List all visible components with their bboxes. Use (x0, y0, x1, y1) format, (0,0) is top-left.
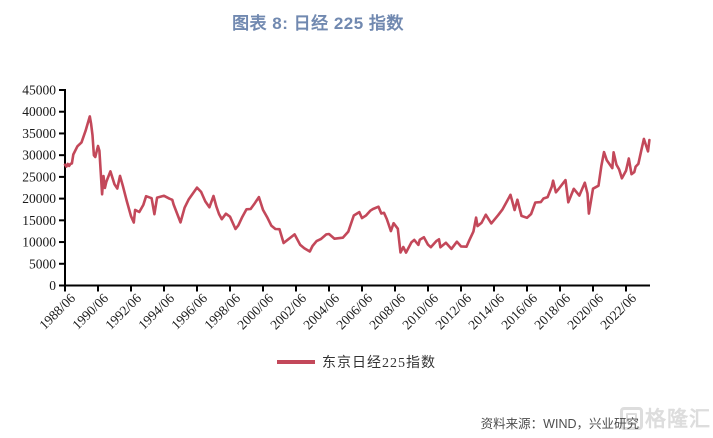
y-tick-label: 20000 (22, 191, 56, 206)
x-tick-label: 1994/06 (135, 290, 177, 332)
x-tick-label: 2014/06 (465, 290, 507, 332)
y-tick-label: 25000 (22, 169, 56, 184)
x-tick-label: 2000/06 (234, 290, 276, 332)
y-tick-label: 35000 (22, 126, 56, 141)
chart-title: 图表 8: 日经 225 指数 (232, 14, 404, 33)
y-axis: 0 5000 10000 15000 20000 25000 30000 35000 40000… (22, 83, 66, 293)
y-tick-label: 10000 (22, 235, 56, 250)
y-tick-label: 40000 (22, 104, 56, 119)
legend: 东京日经225指数 (0, 352, 713, 372)
y-tick-label: 30000 (22, 148, 56, 163)
x-tick-label: 2010/06 (399, 290, 441, 332)
nikkei-line-series (63, 115, 651, 254)
watermark: 格隆汇 (620, 403, 711, 433)
x-tick-label: 2022/06 (597, 290, 639, 332)
x-tick-label: 1996/06 (168, 290, 210, 332)
x-tick-label: 2002/06 (267, 290, 309, 332)
x-tick-label: 2006/06 (333, 290, 375, 332)
y-tick-label: 5000 (29, 256, 56, 271)
x-axis: 1988/061990/061992/061994/061996/061998/… (36, 284, 650, 332)
x-tick-label: 2016/06 (498, 290, 540, 332)
source-note: 资料来源：WIND，兴业研究 (480, 417, 639, 431)
watermark-text: 格隆汇 (645, 408, 711, 431)
legend-line-swatch (277, 360, 315, 364)
y-tick-label: 15000 (22, 213, 56, 228)
x-tick-label: 1990/06 (69, 290, 111, 332)
x-tick-label: 2012/06 (432, 290, 474, 332)
x-tick-label: 2018/06 (531, 290, 573, 332)
watermark-logo-icon (620, 406, 643, 430)
y-tick-label: 45000 (22, 83, 56, 98)
x-tick-label: 2020/06 (564, 290, 606, 332)
x-tick-label: 1988/06 (36, 290, 78, 332)
y-tick-label: 0 (49, 278, 56, 293)
x-tick-label: 1992/06 (102, 290, 144, 332)
x-tick-label: 2004/06 (300, 290, 342, 332)
x-tick-label: 2008/06 (366, 290, 408, 332)
legend-label: 东京日经225指数 (322, 356, 436, 371)
x-tick-label: 1998/06 (201, 290, 243, 332)
